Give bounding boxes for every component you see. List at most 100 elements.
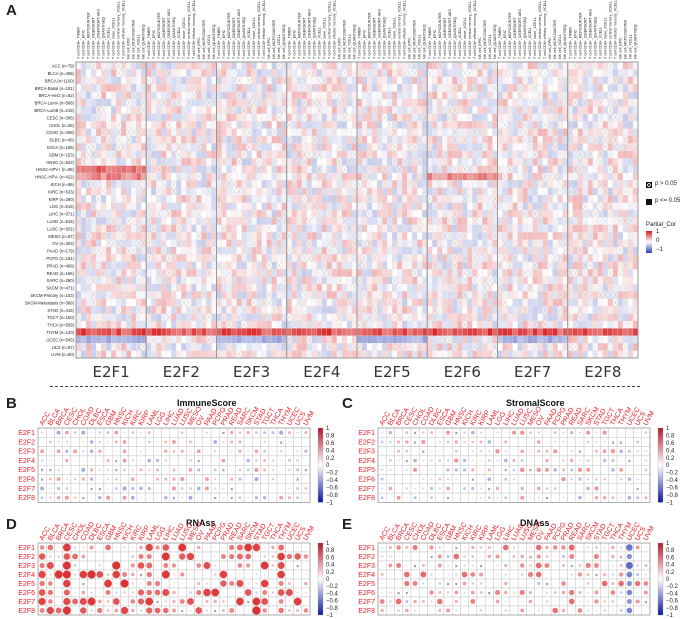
heatmap-cell	[381, 217, 388, 225]
heatmap-cell	[361, 343, 368, 351]
heatmap-cell	[286, 254, 292, 262]
heatmap-cell	[326, 180, 333, 188]
heatmap-cell	[241, 254, 247, 262]
ns-cross	[332, 240, 337, 247]
heatmap-cell	[467, 298, 473, 307]
ns-cross	[457, 299, 463, 306]
heatmap-cell	[246, 254, 252, 262]
heatmap-cell	[206, 180, 212, 188]
heatmap-cell	[432, 232, 438, 240]
heatmap-cell	[256, 261, 262, 270]
heatmap-cell	[216, 335, 222, 344]
cell-type-label: T cell CD8+ central memory_XCELL	[398, 1, 402, 59]
heatmap-cell	[447, 239, 453, 248]
heatmap-cell	[437, 91, 443, 100]
heatmap-cell	[482, 306, 488, 314]
heatmap-cell	[366, 269, 373, 277]
heatmap-cell	[356, 246, 363, 255]
heatmap-cell	[547, 121, 553, 129]
ns-cross	[407, 62, 412, 69]
heatmap-cell	[366, 246, 373, 255]
cell-type-label: T cell CD8+_CIBERSORT-ABS	[378, 9, 382, 59]
heatmap-cell	[146, 61, 152, 70]
heatmap-cell	[241, 313, 247, 322]
heatmap-cell	[562, 158, 568, 166]
heatmap-cell	[141, 84, 147, 92]
heatmap-cell	[231, 150, 237, 159]
heatmap-cell	[306, 276, 312, 285]
heatmap-cell	[412, 335, 418, 344]
ns-cross	[447, 217, 452, 225]
heatmap-cell	[221, 343, 227, 351]
heatmap-cell	[136, 291, 142, 299]
heatmap-cell	[241, 172, 247, 181]
ns-cross	[241, 247, 247, 254]
heatmap-cell	[100, 328, 107, 336]
heatmap-cell	[75, 150, 82, 159]
heatmap-cell	[261, 328, 267, 336]
heatmap-cell	[251, 254, 257, 262]
heatmap-cell	[296, 232, 302, 240]
heatmap-cell	[487, 158, 493, 166]
heatmap-cell	[361, 61, 368, 70]
ns-cross	[156, 188, 161, 195]
ns-cross	[201, 314, 207, 321]
heatmap-cell	[121, 320, 127, 329]
heatmap-cell	[271, 217, 277, 225]
heatmap-cell	[392, 298, 398, 307]
ns-cross	[191, 114, 197, 121]
cell-type-label: T cell CD8+_MCPCOUNTER	[438, 12, 442, 59]
heatmap-cell	[467, 76, 473, 85]
heatmap-cell	[271, 261, 277, 270]
heatmap-cell	[226, 276, 232, 285]
heatmap-cell	[176, 61, 182, 70]
heatmap-cell	[341, 76, 348, 85]
heatmap-cell	[341, 335, 348, 344]
heatmap-cell	[346, 320, 353, 329]
ns-cross	[131, 143, 136, 151]
heatmap-cell	[176, 261, 182, 270]
heatmap-cell	[306, 291, 312, 299]
heatmap-cell	[542, 76, 548, 85]
heatmap-cell	[316, 291, 322, 299]
heatmap-cell	[100, 232, 107, 240]
heatmap-cell	[547, 158, 553, 166]
ns-cross	[121, 225, 126, 232]
heatmap-cell	[407, 84, 413, 92]
heatmap-cell	[271, 209, 277, 218]
heatmap-cell	[532, 128, 538, 137]
heatmap-cell	[462, 113, 468, 122]
heatmap-cell	[186, 291, 192, 299]
heatmap-cell	[407, 172, 413, 181]
heatmap-cell	[321, 335, 327, 344]
heatmap-cell	[447, 313, 453, 322]
heatmap-cell	[512, 84, 518, 92]
heatmap-cell	[381, 298, 388, 307]
heatmap-cell	[452, 269, 458, 277]
ns-cross	[427, 69, 432, 77]
heatmap-cell	[201, 335, 207, 344]
heatmap-cell	[311, 261, 317, 270]
heatmap-cell	[196, 276, 202, 285]
heatmap-cell	[437, 106, 443, 114]
heatmap-cell	[321, 91, 327, 100]
heatmap-cell	[151, 91, 157, 100]
heatmap-cell	[75, 350, 82, 359]
heatmap-cell	[75, 298, 82, 307]
heatmap-cell	[221, 246, 227, 255]
cell-type-label: T cell CD8+_TIMER	[217, 27, 221, 59]
heatmap-cell	[397, 98, 403, 107]
heatmap-cell	[116, 335, 122, 344]
ns-cross	[166, 314, 171, 321]
heatmap-cell	[452, 195, 458, 203]
heatmap-cell	[186, 113, 192, 122]
ns-cross	[407, 92, 412, 99]
heatmap-cell	[512, 128, 518, 137]
heatmap-cell	[522, 202, 528, 211]
heatmap-cell	[452, 180, 458, 188]
ns-cross	[442, 84, 447, 92]
heatmap-cell	[261, 113, 267, 122]
heatmap-cell	[171, 106, 177, 114]
heatmap-cell	[286, 113, 292, 122]
heatmap-cell	[241, 343, 247, 351]
